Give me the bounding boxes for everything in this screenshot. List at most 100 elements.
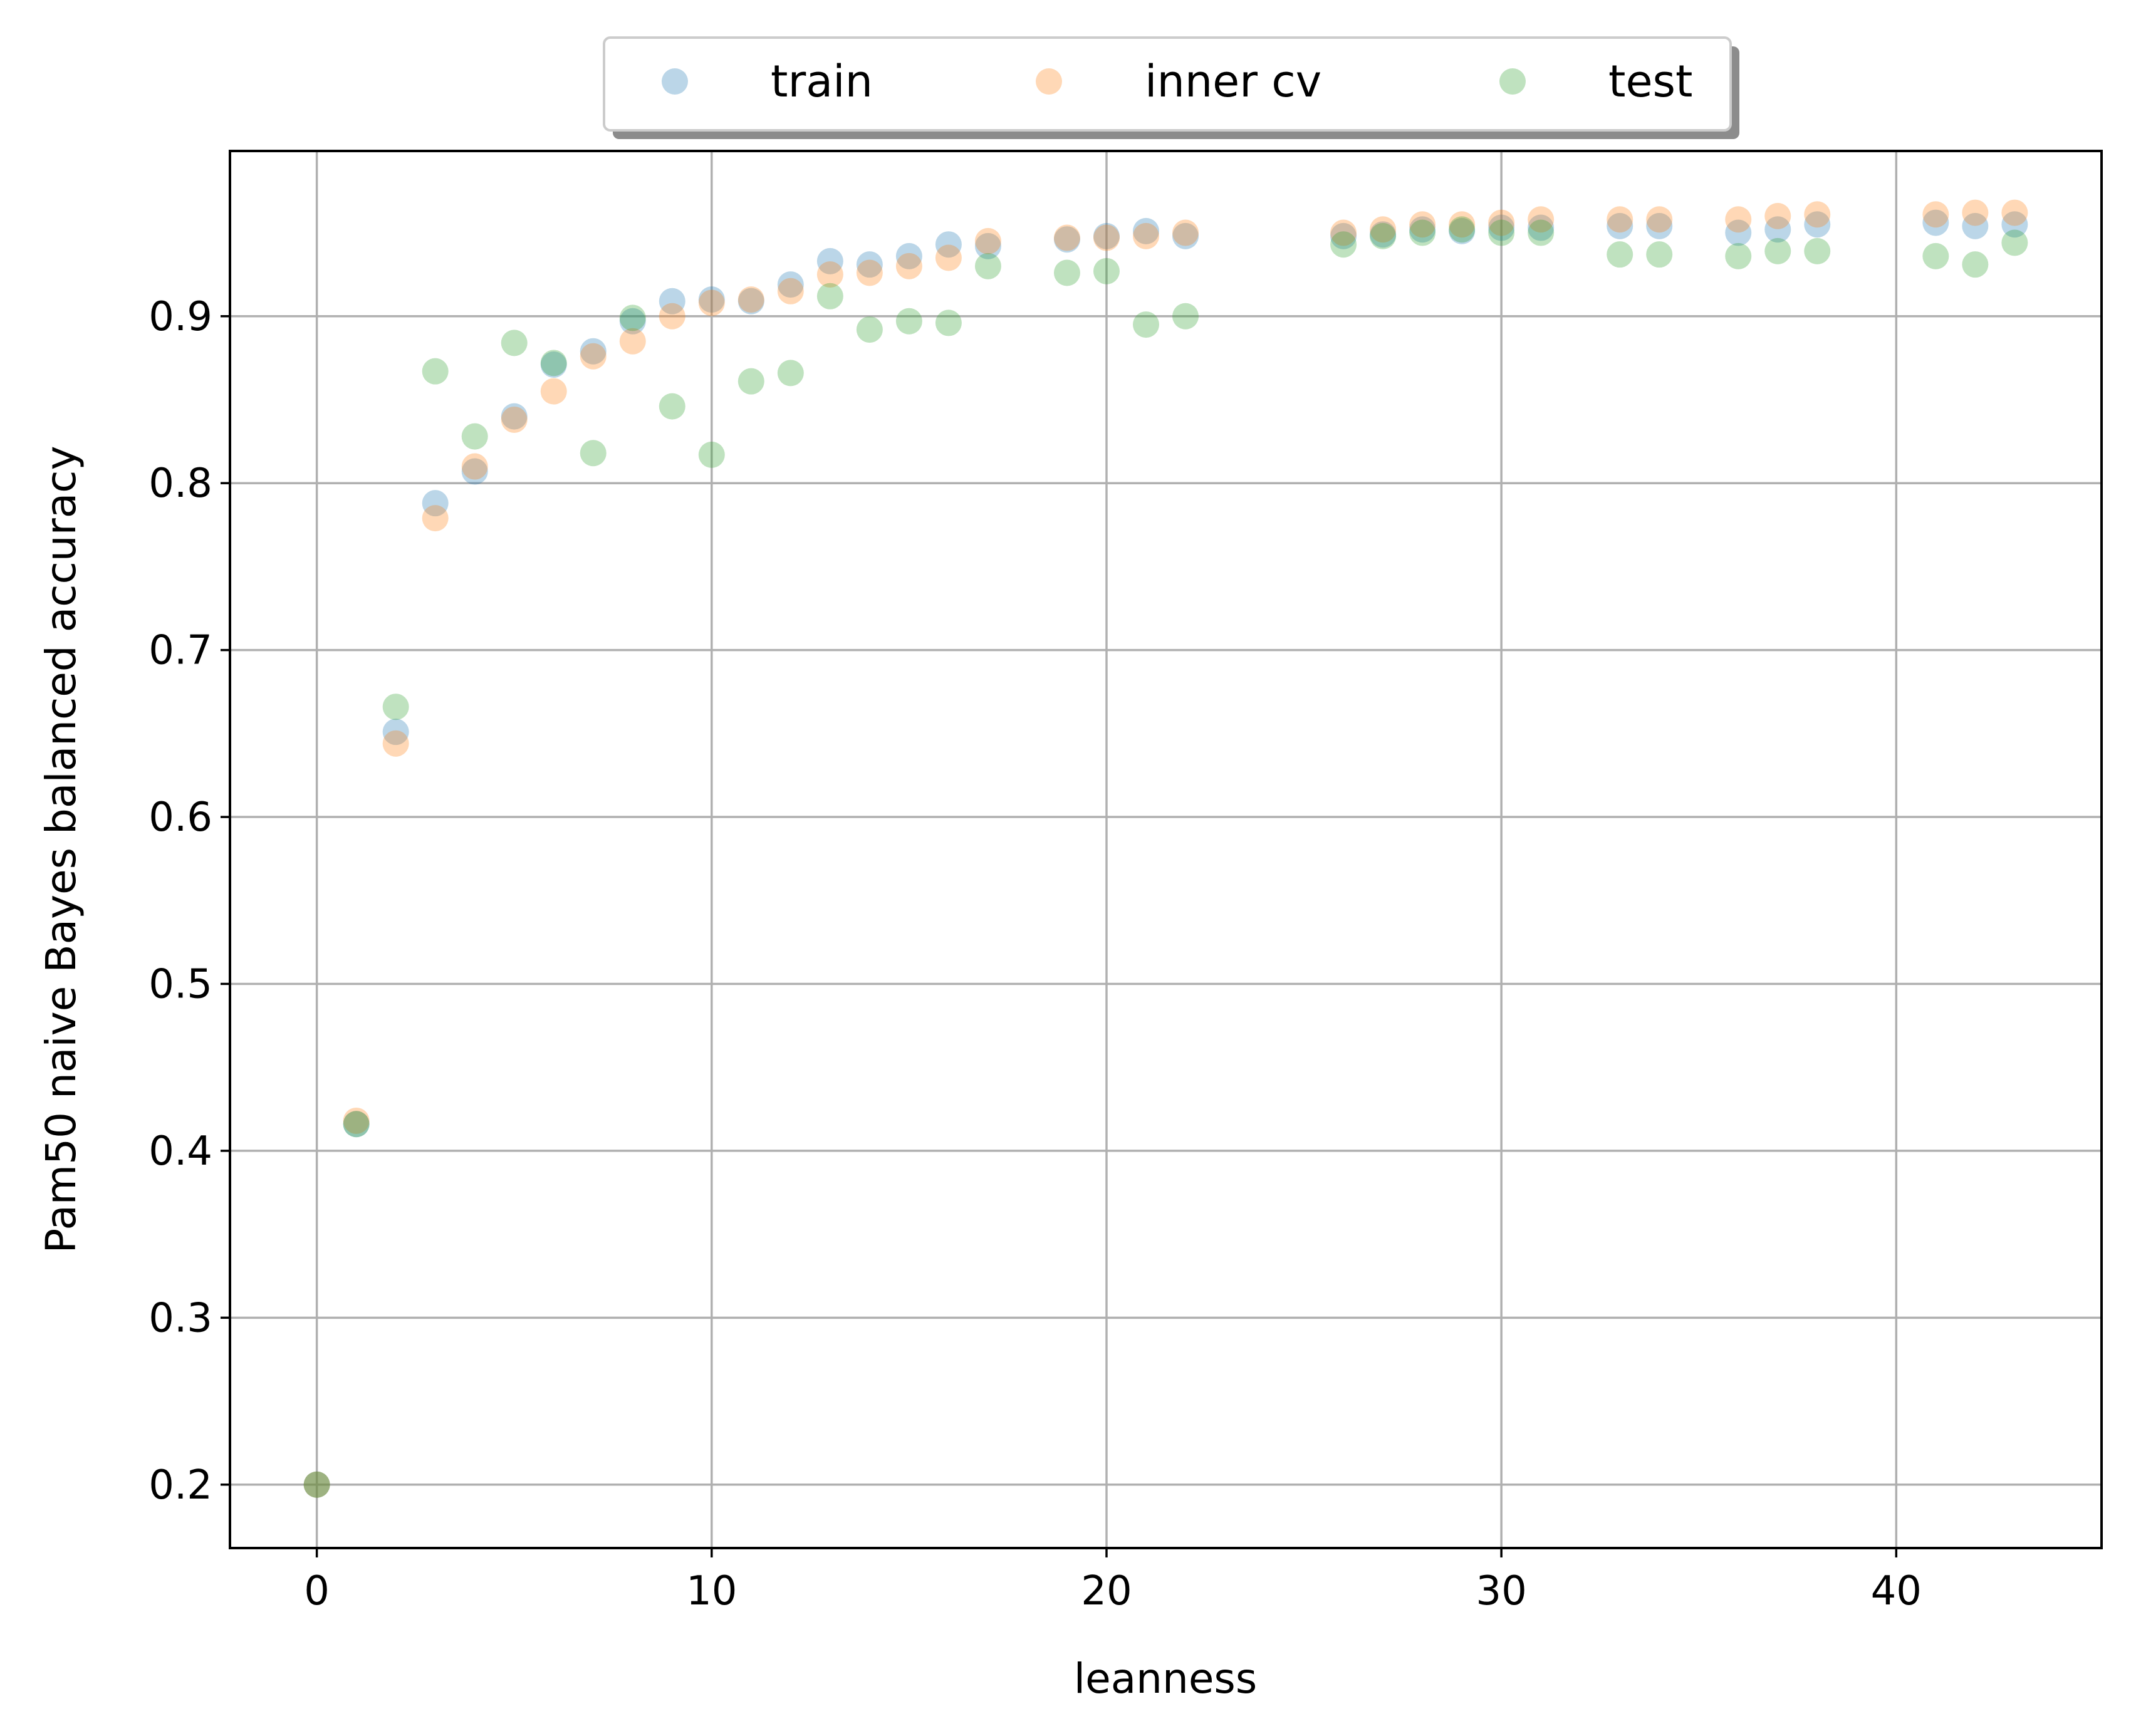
x-tick-label: 10	[686, 1568, 737, 1614]
data-point	[303, 1471, 330, 1498]
y-tick-label: 0.8	[148, 460, 212, 507]
data-point	[1409, 211, 1436, 238]
x-axis-ticks: 0 10 20 30 40	[304, 1548, 1922, 1614]
data-point	[698, 441, 725, 468]
y-axis-title: Pam50 naive Bayes balanced accuracy	[37, 445, 85, 1253]
data-point	[2001, 199, 2028, 226]
data-point	[1172, 303, 1199, 330]
plot-frame	[229, 150, 2103, 1549]
legend-marker	[1036, 68, 1062, 95]
data-point	[777, 271, 804, 298]
data-point	[1330, 231, 1357, 258]
x-tick-label: 30	[1476, 1568, 1526, 1614]
data-point	[461, 453, 488, 480]
y-tick-label: 0.2	[148, 1462, 212, 1509]
legend: train inner cv test	[603, 36, 1739, 139]
data-point	[1922, 242, 1949, 269]
data-point	[1646, 241, 1673, 268]
data-point	[382, 730, 409, 757]
data-point	[1172, 222, 1199, 249]
data-point	[816, 261, 843, 288]
data-point	[974, 227, 1001, 254]
data-point	[303, 1471, 330, 1498]
data-point	[777, 360, 804, 387]
data-point	[816, 283, 843, 309]
y-tick-label: 0.5	[148, 961, 212, 1007]
data-point	[1370, 216, 1397, 243]
data-point	[1528, 219, 1555, 246]
data-point	[382, 694, 409, 720]
data-point	[1804, 237, 1831, 264]
data-point	[737, 288, 764, 314]
data-point	[1409, 216, 1436, 243]
data-point	[1725, 242, 1752, 269]
data-point	[895, 242, 922, 269]
data-point	[1607, 206, 1633, 233]
data-point	[1607, 241, 1633, 268]
data-point	[1764, 237, 1791, 264]
data-point	[1330, 219, 1357, 246]
data-point	[2001, 229, 2028, 256]
x-tick-label: 40	[1871, 1568, 1922, 1614]
data-point	[935, 244, 962, 271]
data-point	[580, 343, 607, 370]
data-point	[737, 286, 764, 313]
data-point	[501, 330, 528, 356]
data-point	[1330, 222, 1357, 249]
data-point	[1804, 211, 1831, 238]
data-point	[895, 252, 922, 279]
series-test	[303, 216, 2028, 1498]
legend-box	[603, 36, 1732, 132]
data-point	[461, 423, 488, 450]
data-point	[1764, 202, 1791, 229]
data-point	[422, 358, 449, 385]
data-point	[1132, 311, 1159, 338]
data-point	[343, 1107, 370, 1134]
y-tick-label: 0.6	[148, 794, 212, 841]
data-point	[935, 231, 962, 258]
data-point	[540, 351, 567, 378]
y-tick-label: 0.7	[148, 628, 212, 674]
data-point	[382, 719, 409, 746]
data-point	[422, 505, 449, 532]
data-point	[580, 440, 607, 467]
data-point	[343, 1111, 370, 1138]
data-point	[974, 252, 1001, 279]
data-point	[659, 288, 685, 314]
data-point	[2001, 211, 2028, 238]
data-point	[1409, 219, 1436, 246]
data-point	[1093, 222, 1120, 249]
data-point	[501, 403, 528, 430]
data-points	[303, 199, 2028, 1498]
data-point	[1053, 224, 1080, 251]
y-tick-label: 0.4	[148, 1128, 212, 1175]
data-point	[1370, 222, 1397, 249]
data-point	[461, 458, 488, 485]
data-point	[856, 259, 883, 286]
data-point	[1646, 206, 1673, 233]
data-point	[1449, 211, 1476, 238]
data-point	[343, 1111, 370, 1138]
data-point	[1132, 217, 1159, 244]
y-tick-label: 0.9	[148, 294, 212, 340]
data-point	[1646, 212, 1673, 239]
x-axis-title: leanness	[1074, 1655, 1257, 1703]
data-point	[1528, 214, 1555, 241]
data-point	[1093, 224, 1120, 251]
data-point	[698, 286, 725, 313]
data-point	[1528, 206, 1555, 233]
data-point	[816, 247, 843, 274]
data-point	[619, 328, 646, 355]
data-point	[540, 350, 567, 377]
data-point	[1449, 217, 1476, 244]
legend-marker	[1499, 68, 1526, 95]
data-point	[1172, 219, 1199, 246]
data-point	[659, 393, 685, 420]
data-point	[1488, 214, 1515, 241]
data-point	[974, 232, 1001, 259]
data-point	[303, 1471, 330, 1498]
y-tick-label: 0.3	[148, 1295, 212, 1341]
data-point	[1725, 206, 1752, 233]
data-point	[737, 368, 764, 395]
